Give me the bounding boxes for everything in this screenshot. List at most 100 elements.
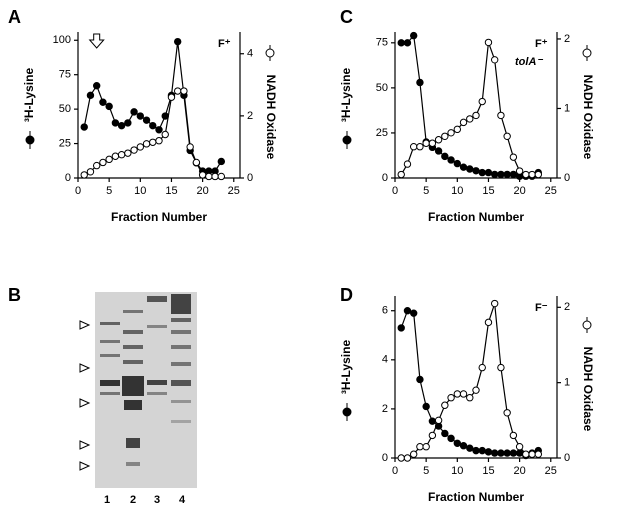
data-point bbox=[211, 172, 219, 181]
lane-label: 2 bbox=[130, 494, 136, 506]
data-point bbox=[453, 125, 462, 134]
annotation: F⁺ bbox=[535, 38, 548, 50]
data-point bbox=[515, 442, 524, 451]
y2-tick-label: 2 bbox=[564, 301, 570, 313]
data-point bbox=[478, 97, 486, 106]
data-point bbox=[453, 159, 462, 168]
data-point bbox=[515, 167, 524, 175]
data-point bbox=[155, 137, 163, 145]
data-point bbox=[136, 112, 145, 120]
axis-legend: NADH Oxidase bbox=[581, 317, 595, 432]
x-axis-label: Fraction Number bbox=[111, 210, 207, 224]
y-axis-label: ³H-Lysine bbox=[339, 68, 353, 123]
data-point bbox=[92, 161, 101, 170]
data-point bbox=[167, 93, 176, 101]
data-point bbox=[472, 111, 480, 120]
data-point bbox=[447, 434, 455, 443]
x-tick-label: 10 bbox=[451, 185, 463, 197]
chart: D 0 5 10 15 20 25 0 2 4 6 0 1 2 Fraction Number ³H-Lysi… bbox=[339, 285, 595, 504]
lane-label: 4 bbox=[179, 494, 186, 506]
data-point bbox=[422, 442, 430, 451]
data-point bbox=[428, 431, 437, 440]
data-point bbox=[509, 431, 518, 440]
y-tick-label: 0 bbox=[382, 172, 388, 184]
data-point bbox=[136, 143, 145, 151]
data-point bbox=[441, 429, 449, 438]
y-tick-label: 25 bbox=[376, 127, 388, 139]
data-point bbox=[484, 318, 493, 327]
data-point bbox=[409, 309, 418, 317]
data-point bbox=[86, 91, 95, 100]
x-tick-label: 5 bbox=[423, 465, 429, 477]
y-tick-label: 0 bbox=[65, 172, 71, 184]
data-point bbox=[416, 375, 424, 384]
x-axis-label: Fraction Number bbox=[428, 490, 524, 504]
axis-legend: ³H-Lysine bbox=[339, 340, 353, 421]
data-point bbox=[124, 119, 132, 127]
data-point bbox=[459, 442, 468, 450]
data-point bbox=[173, 37, 182, 46]
data-point bbox=[80, 123, 88, 131]
y-tick-label: 2 bbox=[382, 403, 388, 415]
data-point bbox=[466, 394, 474, 402]
x-tick-label: 25 bbox=[228, 185, 240, 197]
data-point bbox=[509, 449, 518, 457]
lane-label: 3 bbox=[154, 494, 160, 506]
x-tick-label: 15 bbox=[482, 185, 494, 197]
data-point bbox=[478, 363, 486, 372]
data-point bbox=[130, 108, 138, 116]
data-point bbox=[124, 149, 132, 157]
chart: C 0 5 10 15 20 25 0 25 50 75 0 1 2 Fraction Number ³H-L… bbox=[339, 7, 595, 224]
x-tick-label: 0 bbox=[392, 465, 398, 477]
data-point bbox=[416, 442, 424, 451]
data-point bbox=[403, 454, 412, 462]
data-point bbox=[416, 78, 424, 87]
y-tick-label: 75 bbox=[376, 37, 388, 49]
data-point bbox=[130, 146, 138, 154]
data-point bbox=[198, 171, 207, 179]
data-point bbox=[173, 87, 182, 95]
data-point bbox=[441, 132, 449, 140]
data-point bbox=[99, 158, 107, 167]
data-point bbox=[472, 386, 480, 394]
y-tick-label: 4 bbox=[382, 354, 388, 366]
gel-panel: B 1 2 3 4 bbox=[8, 285, 197, 506]
data-point bbox=[155, 126, 163, 134]
data-point bbox=[142, 116, 151, 124]
data-point bbox=[528, 450, 536, 458]
axis-legend: NADH Oxidase bbox=[264, 45, 278, 160]
data-point bbox=[503, 449, 511, 457]
panel-letter: D bbox=[340, 285, 353, 305]
legend-marker bbox=[342, 135, 352, 145]
data-point bbox=[217, 157, 226, 166]
x-tick-label: 5 bbox=[423, 185, 429, 197]
y2-tick-label: 1 bbox=[564, 377, 570, 389]
data-point bbox=[422, 139, 430, 147]
y2-tick-label: 0 bbox=[564, 452, 570, 464]
data-point bbox=[161, 130, 169, 139]
y-tick-label: 25 bbox=[59, 137, 71, 149]
data-point bbox=[416, 143, 424, 151]
annotation: tolA⁻ bbox=[515, 56, 543, 68]
data-point bbox=[466, 444, 474, 452]
x-tick-label: 5 bbox=[106, 185, 112, 197]
data-point bbox=[490, 299, 499, 308]
data-point bbox=[522, 450, 530, 458]
legend-marker bbox=[342, 407, 352, 417]
data-point bbox=[447, 394, 455, 402]
y-tick-label: 6 bbox=[382, 305, 388, 317]
data-point bbox=[441, 152, 449, 161]
data-point bbox=[217, 172, 226, 181]
data-point bbox=[180, 87, 188, 95]
data-point bbox=[472, 167, 480, 175]
data-point bbox=[117, 151, 126, 159]
data-point bbox=[397, 454, 405, 462]
data-point bbox=[409, 450, 418, 458]
data-point bbox=[149, 138, 157, 146]
y2-axis-label: NADH Oxidase bbox=[264, 75, 278, 160]
data-point bbox=[459, 118, 468, 127]
data-point bbox=[409, 31, 418, 40]
annotation: F⁺ bbox=[218, 38, 231, 50]
y2-tick-label: 2 bbox=[564, 33, 570, 45]
